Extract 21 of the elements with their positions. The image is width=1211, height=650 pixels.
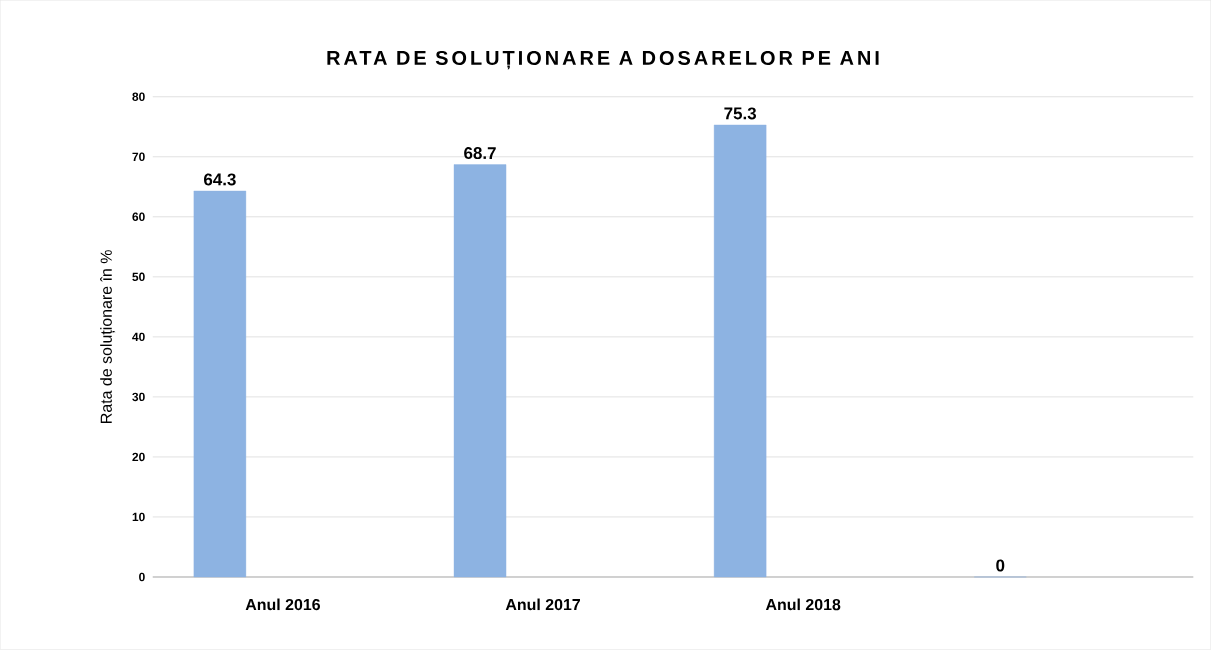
data-label: 64.3 [204,173,236,186]
bar [713,124,767,578]
bar [453,164,507,578]
y-tick-label: 60 [132,212,145,222]
y-tick-label: 10 [132,512,145,522]
y-tick-label: 20 [132,452,145,462]
x-tick-label: Anul 2017 [505,598,580,611]
y-tick-label: 70 [132,152,145,162]
y-tick-label: 80 [132,92,145,102]
bar [193,190,247,578]
data-label: 75.3 [724,107,757,120]
data-label: 0 [996,559,1005,572]
x-tick-label: Anul 2016 [245,598,320,611]
chart-title: RATA DE SOLUȚIONARE A DOSARELOR PE ANI [327,51,879,70]
y-axis-title: Rata de soluționare în % [100,250,116,424]
x-tick-label: Anul 2018 [765,598,841,611]
y-tick-label: 30 [132,392,145,402]
y-tick-label: 40 [132,332,145,342]
y-tick-label: 0 [139,572,145,582]
data-label: 68.7 [464,147,496,160]
y-tick-label: 50 [132,272,145,282]
